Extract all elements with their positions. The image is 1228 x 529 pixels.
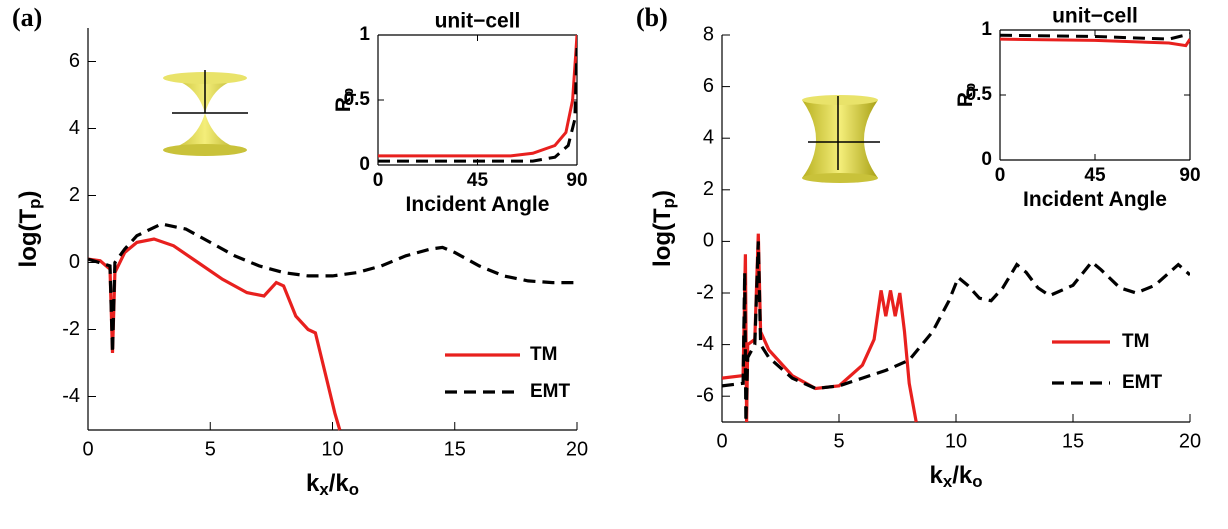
y-tick-label: 2 [69, 184, 80, 206]
y-tick-label: 1 [981, 19, 992, 40]
y-tick-label: 6 [703, 75, 714, 97]
x-axis-label-part: k [306, 470, 320, 497]
inset-title: unit−cell [1052, 5, 1138, 28]
x-tick-label: 10 [945, 430, 967, 452]
x-tick-label: 20 [1179, 430, 1201, 452]
series-line [722, 233, 918, 423]
x-axis-label-subscript: o [972, 472, 982, 491]
y-tick-label: 4 [703, 126, 714, 148]
y-tick-label: -4 [62, 385, 80, 407]
x-axis-label: kx/ko [306, 470, 359, 499]
series-line [88, 237, 342, 431]
series-line [378, 47, 577, 163]
y-tick-label: -4 [696, 333, 714, 355]
x-axis-label-part: /k [952, 462, 973, 489]
x-tick-label: 45 [1084, 165, 1106, 186]
x-tick-label: 0 [373, 170, 384, 191]
x-tick-label: 0 [82, 438, 93, 460]
y-axis-label: Rp [332, 88, 358, 112]
y-axis-label-part: log(T [15, 208, 42, 267]
x-tick-label: 5 [833, 430, 844, 452]
cone-icon-a [163, 70, 248, 156]
x-axis-label-subscript: x [943, 472, 953, 491]
y-tick-label: 8 [703, 23, 714, 45]
y-tick-label: 6 [69, 50, 80, 72]
y-tick-label: 2 [703, 178, 714, 200]
series-line [1000, 32, 1190, 41]
x-tick-label: 90 [1179, 165, 1200, 186]
y-tick-label: 1 [359, 24, 370, 45]
x-axis-label-part: /k [329, 470, 350, 497]
x-tick-label: 20 [566, 438, 588, 460]
y-tick-label: -2 [696, 281, 714, 303]
y-axis-label-subscript: p [341, 88, 357, 97]
x-axis-label: Incident Angle [1023, 188, 1167, 211]
x-tick-label: 45 [467, 170, 489, 191]
x-axis-label-part: k [930, 462, 944, 489]
inset-background [378, 35, 577, 165]
x-tick-label: 0 [716, 430, 727, 452]
legend-label: TM [1122, 331, 1149, 352]
y-tick-label: 0.5 [966, 84, 993, 105]
y-axis-label: log(Tp) [649, 190, 678, 267]
x-tick-label: 90 [566, 170, 587, 191]
y-axis-label-subscript: p [659, 198, 678, 208]
x-axis-label-part: Incident Angle [1023, 188, 1167, 211]
y-axis-label-part: log(T [649, 208, 676, 267]
x-axis-label: kx/ko [930, 462, 983, 491]
y-tick-label: 0 [359, 154, 370, 175]
x-tick-label: 15 [444, 438, 466, 460]
series-line [88, 222, 577, 353]
y-axis-label-part: ) [15, 191, 42, 199]
y-axis-label-subscript: p [963, 83, 979, 92]
x-tick-label: 15 [1062, 430, 1084, 452]
y-tick-label: 0 [69, 251, 80, 273]
inset-background [1000, 30, 1190, 160]
series-line [1000, 37, 1190, 48]
series-line [378, 34, 577, 158]
panel-label: (a) [12, 3, 42, 32]
y-tick-label: 0 [703, 230, 714, 252]
y-axis-label-part: ) [649, 190, 676, 198]
x-axis-label-part: Incident Angle [406, 193, 550, 216]
legend-label: EMT [1122, 372, 1163, 393]
x-axis-label-subscript: x [319, 480, 329, 499]
y-axis-label-subscript: p [25, 199, 44, 209]
y-axis-label: Rp [954, 83, 980, 107]
y-tick-label: -2 [62, 318, 80, 340]
x-tick-label: 0 [995, 165, 1006, 186]
y-tick-label: -6 [696, 384, 714, 406]
series-line [722, 241, 1190, 423]
legend-label: EMT [530, 381, 571, 402]
x-axis-label-subscript: o [349, 480, 359, 499]
y-tick-label: 0 [981, 149, 992, 170]
x-tick-label: 5 [205, 438, 216, 460]
y-axis-label-part: R [954, 92, 977, 107]
x-axis-label: Incident Angle [406, 193, 550, 216]
y-axis-label-part: R [332, 97, 355, 112]
y-tick-label: 0.5 [344, 89, 371, 110]
legend-label: TM [530, 344, 557, 365]
hyperboloid-icon-b [802, 95, 880, 183]
x-tick-label: 10 [321, 438, 343, 460]
inset-title: unit−cell [435, 10, 521, 33]
panel-label: (b) [636, 3, 668, 32]
y-axis-label: log(Tp) [15, 191, 44, 268]
y-tick-label: 4 [69, 117, 80, 139]
